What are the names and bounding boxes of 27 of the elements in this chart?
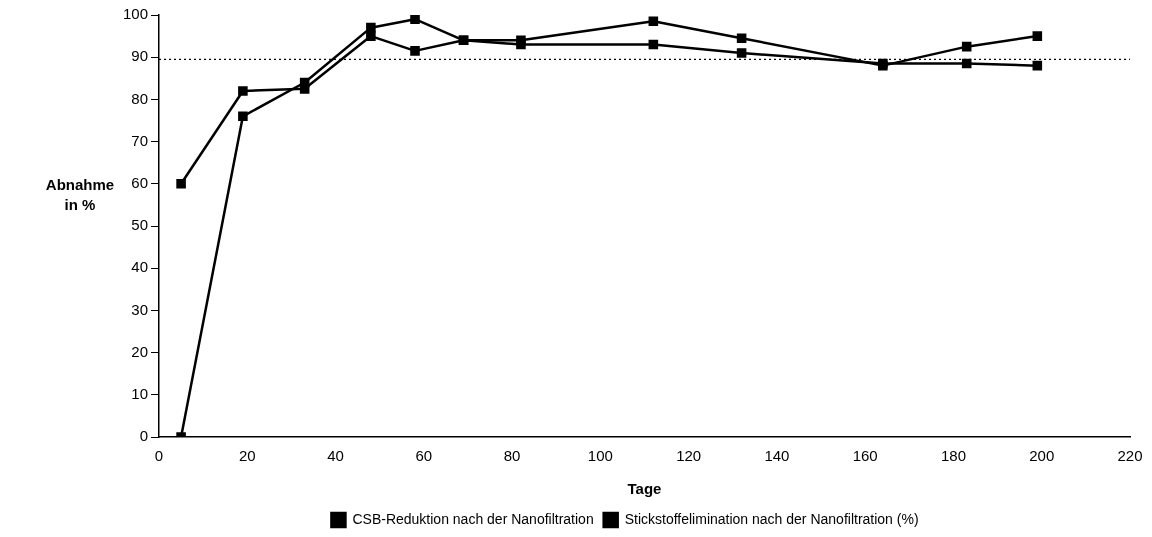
legend-label: CSB-Reduktion nach der Nanofiltration	[352, 510, 594, 527]
x-tick-label: 200	[1029, 447, 1055, 465]
y-tick-label: 30	[131, 300, 149, 318]
x-tick-label: 160	[852, 447, 878, 465]
x-tick-label: 0	[154, 447, 164, 465]
y-tick-label: 50	[131, 216, 149, 234]
x-tick-label: 140	[764, 447, 790, 465]
legend-label: Stickstoffelimination nach der Nanofiltration (%)	[624, 510, 919, 527]
x-tick-label: 80	[503, 447, 521, 465]
x-tick-label: 100	[587, 447, 613, 465]
x-axis-title: Tage	[627, 480, 662, 498]
y-tick-label: 60	[131, 173, 149, 191]
y-tick-label: 70	[131, 131, 149, 149]
y-axis-title: Abnahme in %	[44, 175, 116, 215]
x-tick-label: 40	[327, 447, 344, 465]
y-tick-label: 20	[131, 342, 149, 360]
x-tick-label: 180	[940, 447, 966, 465]
y-tick-label: 40	[131, 258, 149, 276]
x-tick-label: 60	[415, 447, 433, 465]
y-tick-label: 100	[123, 5, 149, 23]
y-tick-label: 90	[131, 47, 149, 65]
x-tick-label: 120	[676, 447, 702, 465]
y-tick-label: 10	[131, 384, 149, 402]
y-tick-label: 80	[131, 89, 149, 107]
x-tick-label: 220	[1117, 447, 1143, 465]
x-tick-label: 20	[238, 447, 256, 465]
y-tick-label: 0	[139, 427, 149, 445]
